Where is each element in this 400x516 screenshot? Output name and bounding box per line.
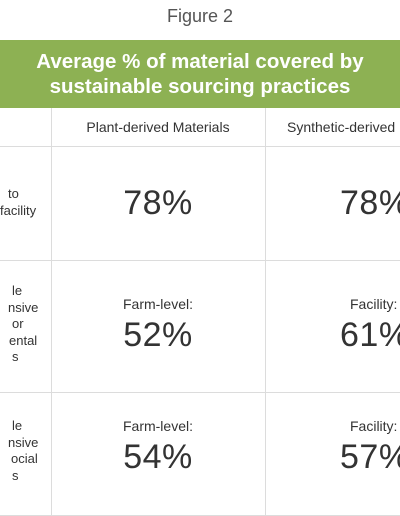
- row-label-line: ocial: [11, 451, 38, 466]
- percent-value: 78%: [123, 184, 193, 222]
- table-cell-plant: 78%: [51, 184, 265, 223]
- row-label: le nsive ocial s: [0, 418, 50, 484]
- banner-title-line-2: sustainable sourcing practices: [49, 75, 351, 98]
- row-label: le nsive or ental s: [0, 283, 50, 366]
- row-label-line: s: [12, 349, 19, 364]
- row-label-line: nsive: [8, 434, 39, 450]
- cell-qualifier: Facility:: [350, 296, 398, 312]
- column-divider: [265, 108, 266, 516]
- column-divider: [51, 108, 52, 516]
- row-label: to facility: [0, 186, 50, 219]
- percent-value: 52%: [123, 316, 193, 354]
- percent-value: 61%: [340, 316, 400, 354]
- row-divider: [0, 146, 400, 147]
- table-cell-synthetic: 78%: [340, 184, 400, 223]
- cell-qualifier: Farm-level:: [122, 418, 193, 434]
- row-label-line: le: [12, 418, 23, 433]
- row-divider: [0, 392, 400, 393]
- row-label-line: to: [8, 186, 19, 201]
- row-label-line: ental: [9, 332, 38, 348]
- table-cell-synthetic: Facility: 61%: [340, 296, 400, 355]
- row-label-line: s: [12, 467, 19, 483]
- cell-qualifier: Facility:: [350, 418, 398, 434]
- banner-title-line-1: Average % of material covered by: [36, 50, 364, 73]
- percent-value: 57%: [340, 438, 400, 476]
- figure-label: Figure 2: [166, 6, 234, 26]
- table-title-banner: Average % of material covered by sustain…: [0, 40, 400, 108]
- cell-qualifier: Farm-level:: [122, 296, 193, 312]
- table-cell-synthetic: Facility: 57%: [340, 418, 400, 477]
- percent-value: 78%: [340, 184, 400, 222]
- row-divider: [0, 260, 400, 261]
- table-cell-plant: Farm-level: 52%: [51, 296, 265, 355]
- percent-value: 54%: [123, 438, 193, 476]
- row-label-line: nsive: [8, 299, 39, 315]
- row-label-line: or: [12, 316, 24, 331]
- row-label-line: facility: [0, 202, 37, 218]
- sourcing-table: Plant-derived Materials Synthetic-derive…: [0, 108, 400, 516]
- table-cell-plant: Farm-level: 54%: [51, 418, 265, 477]
- row-label-line: le: [12, 283, 23, 298]
- column-header-synthetic: Synthetic-derived: [287, 119, 396, 135]
- column-header-plant: Plant-derived Materials: [86, 119, 230, 135]
